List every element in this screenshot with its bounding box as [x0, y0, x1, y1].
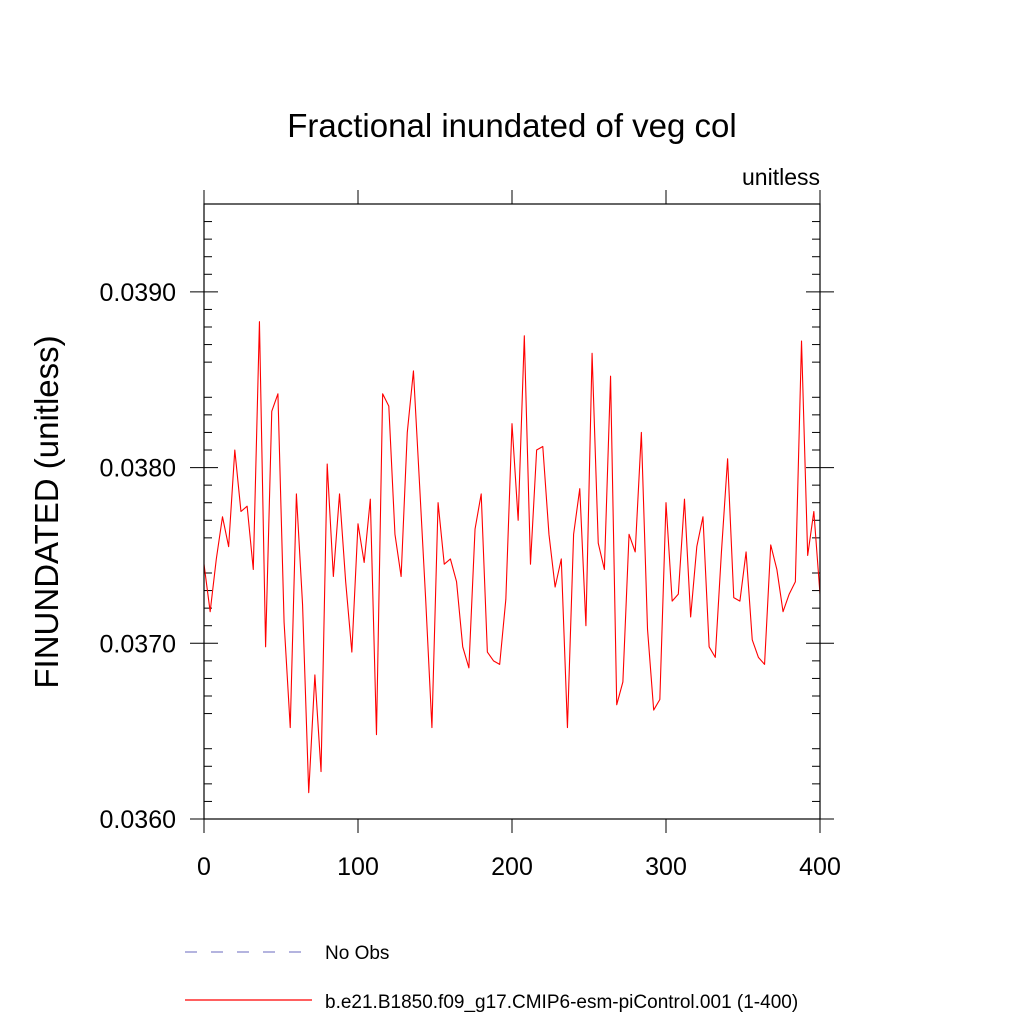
legend: No Obs b.e21.B1850.f09_g17.CMIP6-esm-piC… [185, 943, 798, 1013]
plot-frame [203, 203, 821, 820]
chart-title: Fractional inundated of veg col [287, 107, 736, 144]
axis-tick-labels: 0 100 200 300 400 0.0360 0.0370 0.0380 0.0390 [100, 279, 841, 881]
x-tick-label: 0 [197, 853, 211, 881]
y-tick-label: 0.0360 [100, 806, 176, 834]
y-axis-label: FINUNDATED (unitless) [28, 335, 65, 688]
x-tick-label: 400 [799, 853, 841, 881]
legend-label-model: b.e21.B1850.f09_g17.CMIP6-esm-piControl.… [325, 992, 798, 1013]
y-tick-label: 0.0390 [100, 279, 176, 307]
x-tick-label: 100 [337, 853, 379, 881]
series-group [204, 321, 820, 794]
x-tick-label: 200 [491, 853, 533, 881]
series-line [204, 321, 820, 794]
units-label: unitless [742, 164, 820, 190]
x-tick-label: 300 [645, 853, 687, 881]
y-tick-label: 0.0380 [100, 455, 176, 483]
axis-ticks [190, 190, 834, 833]
y-tick-label: 0.0370 [100, 630, 176, 658]
legend-label-no-obs: No Obs [325, 943, 389, 964]
